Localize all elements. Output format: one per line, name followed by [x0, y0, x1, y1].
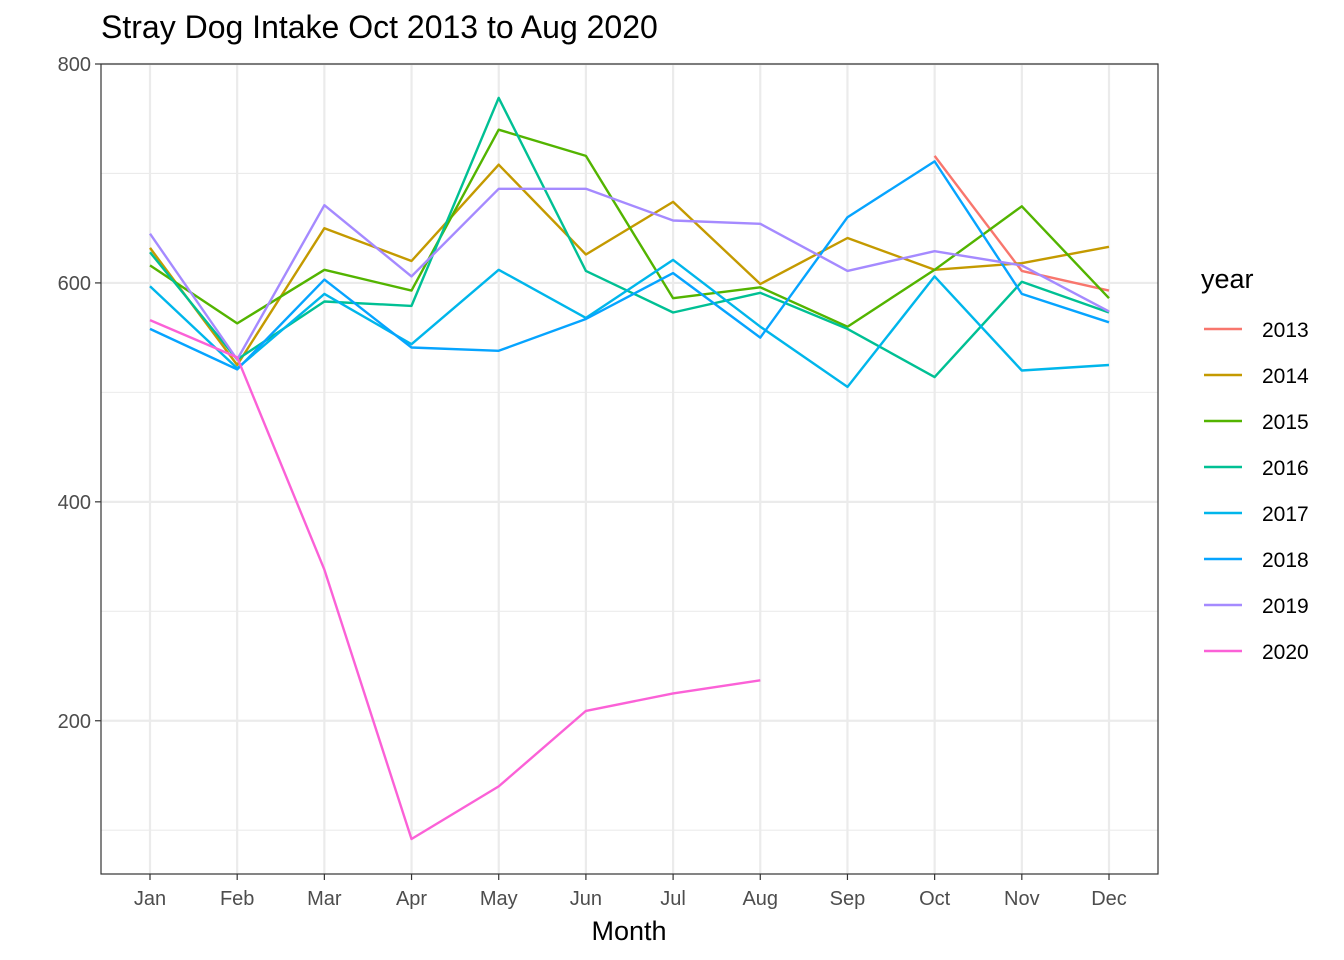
x-axis: Jan Feb Mar Apr May Jun Jul Aug Sep Oct Nov Dec	[134, 874, 1127, 910]
legend: year 2013 2014 2015 2016 2017 2018 2019 2020	[1201, 264, 1309, 664]
series-line-2013	[933, 155, 1110, 292]
chart-title: Stray Dog Intake Oct 2013 to Aug 2020	[101, 9, 658, 45]
legend-label: 2018	[1262, 549, 1309, 572]
series-line-2019	[149, 187, 1110, 361]
plot-background	[101, 64, 1158, 874]
y-tick-label: 200	[58, 711, 91, 733]
x-tick-label: Dec	[1091, 888, 1127, 910]
legend-label: 2013	[1262, 319, 1309, 342]
x-tick-label: Mar	[307, 888, 342, 910]
legend-label: 2020	[1262, 641, 1309, 664]
y-tick-label: 800	[58, 54, 91, 76]
legend-title: year	[1201, 264, 1254, 294]
y-axis: 200 400 600 800	[58, 54, 101, 733]
y-tick-label: 600	[58, 273, 91, 295]
legend-label: 2016	[1262, 457, 1309, 480]
legend-label: 2019	[1262, 595, 1309, 618]
series-line-2015	[149, 128, 1110, 328]
series-line-2018	[149, 160, 1110, 371]
x-axis-title: Month	[591, 916, 666, 946]
x-tick-label: Oct	[919, 888, 951, 910]
grid	[101, 62, 1158, 874]
plot-panel	[100, 63, 1159, 875]
x-tick-label: May	[480, 888, 518, 910]
legend-label: 2015	[1262, 411, 1309, 434]
x-tick-label: Feb	[220, 888, 254, 910]
series-line-2020	[149, 318, 761, 841]
x-tick-label: Aug	[742, 888, 778, 910]
series-line-2017	[149, 258, 1110, 389]
x-tick-label: Apr	[396, 888, 427, 910]
legend-label: 2014	[1262, 365, 1309, 388]
series-lines	[149, 96, 1110, 841]
legend-label: 2017	[1262, 503, 1309, 526]
x-tick-label: Nov	[1004, 888, 1040, 910]
series-line-2016	[149, 96, 1110, 379]
x-tick-label: Sep	[830, 888, 866, 910]
y-tick-label: 400	[58, 492, 91, 514]
x-tick-label: Jul	[660, 888, 686, 910]
x-tick-label: Jan	[134, 888, 166, 910]
x-tick-label: Jun	[570, 888, 602, 910]
